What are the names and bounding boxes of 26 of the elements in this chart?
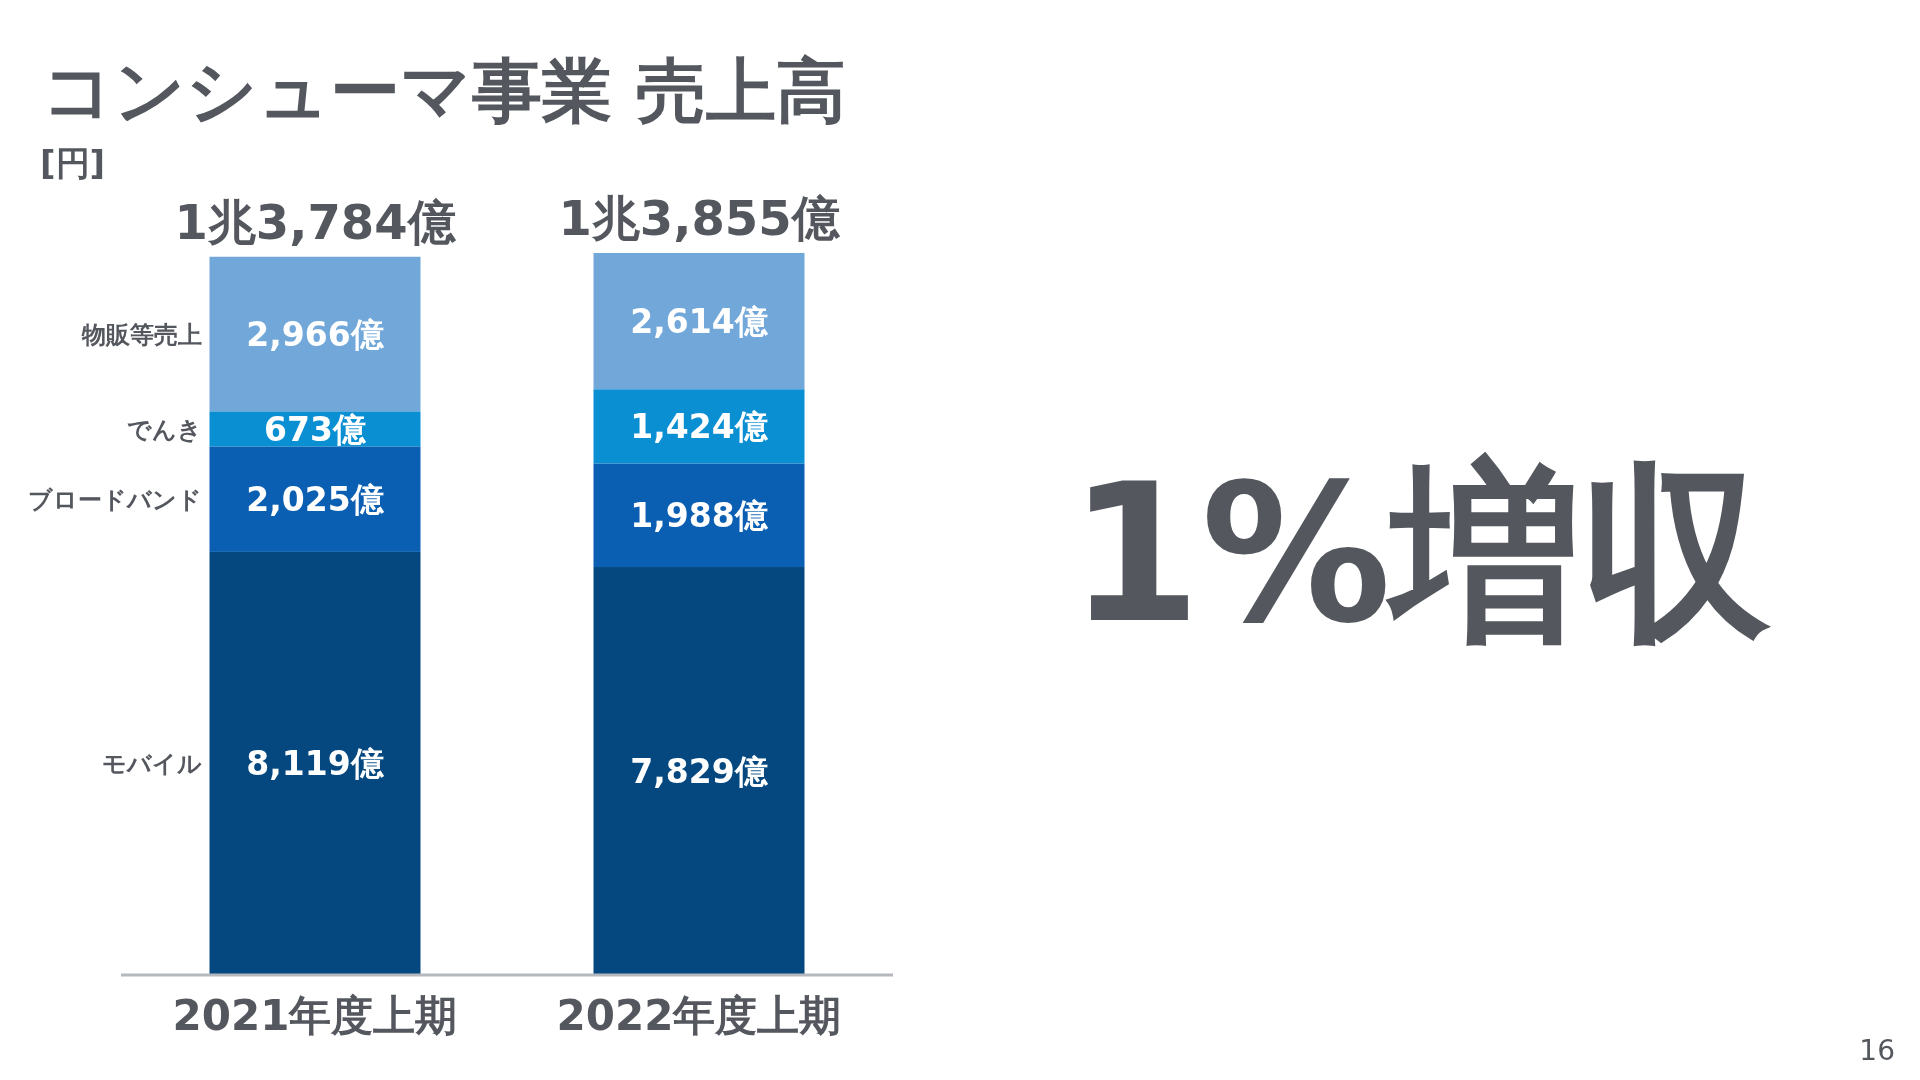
data-label: 8,119億: [246, 744, 385, 784]
total-label: 1兆3,855億: [558, 190, 841, 246]
bar: [593, 253, 805, 390]
text: 16: [1859, 1034, 1895, 1067]
total-label: 1兆3,784億: [174, 193, 457, 250]
data-label: 7,829億: [630, 752, 769, 792]
data-label: 1,988億: [630, 496, 769, 536]
data-label: 2,614億: [630, 302, 769, 342]
bar: [593, 463, 805, 568]
bar: [209, 446, 421, 552]
data-label: 673億: [264, 409, 367, 449]
bar: [209, 256, 421, 412]
series-label: ブロードバンド: [27, 486, 202, 515]
chart-title: コンシューマ事業 売上高: [42, 50, 847, 132]
bar: [593, 567, 805, 975]
data-label: 2,966億: [246, 315, 385, 355]
series-label: でんき: [126, 415, 202, 444]
bar: [209, 551, 421, 975]
x-tick-label: 2021年度上期: [172, 991, 458, 1040]
data-label: 2,025億: [246, 480, 385, 520]
data-label: 1,424億: [630, 407, 769, 447]
series-label: モバイル: [101, 750, 202, 779]
y-axis-title: [円]: [40, 143, 106, 183]
series-label: 物販等売上: [80, 321, 202, 350]
x-tick-label: 2022年度上期: [556, 991, 842, 1040]
text: 1%増収: [1068, 444, 1773, 665]
